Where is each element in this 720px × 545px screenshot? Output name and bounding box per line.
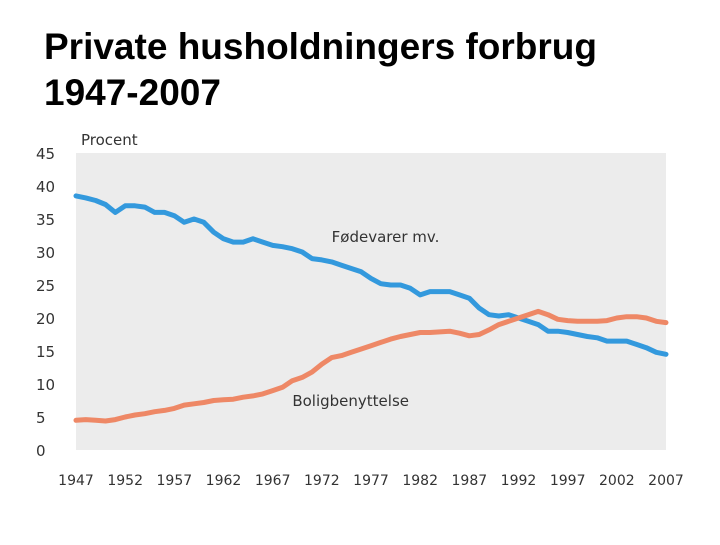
x-tick-label: 1962 [206, 473, 242, 489]
x-tick-label: 1967 [255, 473, 291, 489]
y-tick-label: 35 [36, 211, 55, 229]
y-axis-unit-label: Procent [81, 131, 138, 149]
y-tick-label: 15 [36, 343, 55, 361]
y-tick-label: 0 [36, 442, 46, 460]
x-tick-label: 1957 [157, 473, 193, 489]
x-tick-label: 2007 [648, 473, 684, 489]
x-tick-label: 1977 [353, 473, 389, 489]
x-tick-label: 1952 [107, 473, 143, 489]
y-tick-label: 25 [36, 277, 55, 295]
y-tick-label: 20 [36, 310, 55, 328]
x-tick-label: 2002 [599, 473, 635, 489]
y-tick-label: 5 [36, 409, 46, 427]
x-tick-label: 1982 [402, 473, 438, 489]
x-tick-label: 1992 [501, 473, 537, 489]
x-tick-label: 1972 [304, 473, 340, 489]
y-tick-label: 40 [36, 178, 55, 196]
x-tick-label: 1997 [550, 473, 586, 489]
y-tick-label: 10 [36, 376, 55, 394]
x-axis-ticks: 1947 1952 1957 1962 1967 1972 1977 1982 1987 1992… [58, 473, 684, 489]
x-tick-label: 1947 [58, 473, 94, 489]
series-label-fodevarer: Fødevarer mv. [332, 228, 440, 246]
series-label-boligbenyttelse: Boligbenyttelse [292, 392, 409, 410]
y-tick-label: 30 [36, 244, 55, 262]
y-axis-ticks: 0 5 10 15 20 25 30 35 40 45 [36, 145, 55, 460]
y-tick-label: 45 [36, 145, 55, 163]
x-tick-label: 1987 [452, 473, 488, 489]
